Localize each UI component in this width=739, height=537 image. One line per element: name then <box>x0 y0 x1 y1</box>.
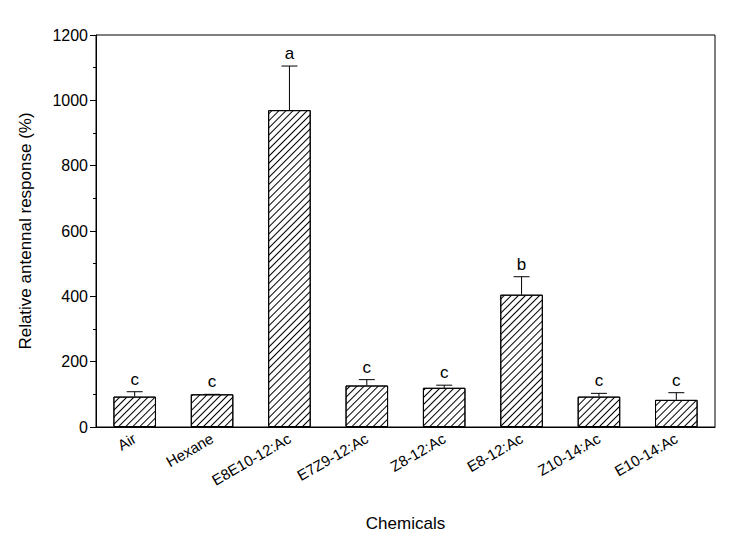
svg-text:c: c <box>208 372 217 391</box>
svg-text:200: 200 <box>61 353 88 370</box>
svg-text:Air: Air <box>115 430 139 454</box>
svg-text:c: c <box>440 363 449 382</box>
svg-text:E8-12:Ac: E8-12:Ac <box>464 429 526 475</box>
svg-text:b: b <box>517 255 526 274</box>
svg-text:c: c <box>363 358 372 377</box>
svg-text:Chemicals: Chemicals <box>366 514 445 533</box>
svg-text:Z10-14:Ac: Z10-14:Ac <box>535 429 604 479</box>
svg-text:E8E10-12:Ac: E8E10-12:Ac <box>209 429 294 488</box>
svg-text:Hexane: Hexane <box>163 430 216 471</box>
svg-text:E7Z9-12:Ac: E7Z9-12:Ac <box>294 429 371 484</box>
svg-text:a: a <box>285 44 295 63</box>
svg-text:400: 400 <box>61 288 88 305</box>
svg-text:1200: 1200 <box>52 27 88 44</box>
svg-text:c: c <box>130 370 139 389</box>
svg-text:600: 600 <box>61 223 88 240</box>
svg-text:Relative antennal response (%): Relative antennal response (%) <box>16 112 35 349</box>
svg-text:800: 800 <box>61 157 88 174</box>
svg-text:c: c <box>595 371 604 390</box>
svg-text:E10-14:Ac: E10-14:Ac <box>611 429 681 479</box>
svg-text:1000: 1000 <box>52 92 88 109</box>
svg-text:c: c <box>672 371 681 390</box>
svg-text:Z8-12:Ac: Z8-12:Ac <box>387 429 449 474</box>
svg-text:0: 0 <box>79 419 88 436</box>
